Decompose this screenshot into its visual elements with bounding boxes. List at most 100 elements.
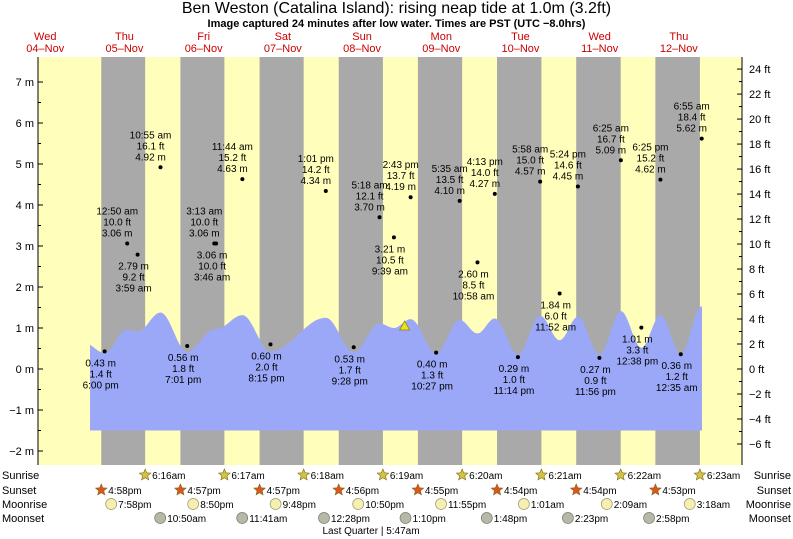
almanac-label-right: Moonset <box>749 513 791 525</box>
day-date: 08–Nov <box>343 43 381 55</box>
high-tide-ft: 15.2 ft <box>218 153 246 164</box>
right-tick-label: 10 ft <box>749 239 770 251</box>
day-date: 12–Nov <box>660 43 698 55</box>
low-tide-dot <box>351 345 356 350</box>
moonrise-time: 1:01am <box>531 500 564 511</box>
moonrise-icon <box>105 498 118 510</box>
high-tide-ft: 14.0 ft <box>471 168 499 179</box>
high-tide-time: 5:24 pm <box>550 150 586 161</box>
high-tide-dot <box>699 136 704 141</box>
sunrise-time: 6:18am <box>311 471 344 482</box>
low-tide-m: 3.21 m <box>375 244 406 255</box>
high-tide-m: 5.09 m <box>596 145 627 156</box>
high-tide-ft: 14.6 ft <box>554 161 582 172</box>
low-tide-ft: 1.3 ft <box>421 371 443 382</box>
right-tick-label: 16 ft <box>749 164 770 176</box>
left-tick-label: −2 m <box>9 446 34 458</box>
sunset-icon <box>173 483 187 496</box>
sunset-icon <box>94 483 108 496</box>
day-date: 09–Nov <box>422 43 460 55</box>
day-date: 04–Nov <box>26 43 64 55</box>
day-date: 11–Nov <box>581 43 619 55</box>
high-tide-dot <box>457 198 462 203</box>
low-tide-time: 10:27 pm <box>411 382 453 393</box>
right-tick-label: 0 ft <box>749 364 764 376</box>
day-name: Sun <box>352 31 372 43</box>
right-tick-label: 18 ft <box>749 139 770 151</box>
day-date: 05–Nov <box>105 43 143 55</box>
high-tide-ft: 13.5 ft <box>436 175 464 186</box>
right-tick-label: 14 ft <box>749 189 770 201</box>
day-name: Wed <box>588 31 610 43</box>
sunrise-icon <box>376 468 390 481</box>
sunset-time: 4:55pm <box>425 486 458 497</box>
moon-phase-label: Last Quarter | 5:47am <box>322 526 419 537</box>
moonset-icon <box>643 512 655 524</box>
high-tide-dot <box>323 189 328 194</box>
right-tick-label: −6 ft <box>749 439 771 451</box>
almanac-label-right: Moonrise <box>746 499 791 511</box>
high-tide-time: 6:25 pm <box>632 143 668 154</box>
low-tide-time: 6:00 pm <box>83 380 119 391</box>
sunset-icon <box>253 483 267 496</box>
left-tick-label: −1 m <box>9 405 34 417</box>
moonset-time: 2:23pm <box>575 514 608 525</box>
high-tide-m: 3.06 m <box>189 229 220 240</box>
high-tide-time: 6:55 am <box>674 102 710 113</box>
sunrise-icon <box>217 468 231 481</box>
high-tide-time: 1:01 pm <box>298 154 334 165</box>
high-tide-ft: 16.7 ft <box>597 134 625 145</box>
high-tide-ft: 16.1 ft <box>137 141 165 152</box>
low-tide-dot <box>515 355 520 360</box>
right-tick-label: 2 ft <box>749 339 764 351</box>
sunrise-time: 6:19am <box>390 471 423 482</box>
left-tick-label: 7 m <box>16 77 34 89</box>
low-tide-time: 12:35 am <box>656 383 698 394</box>
low-tide-m: 1.84 m <box>540 301 571 312</box>
sunset-time: 4:54pm <box>583 486 616 497</box>
day-date: 07–Nov <box>264 43 302 55</box>
low-tide-dot <box>185 344 190 349</box>
low-tide-time: 9:28 pm <box>332 376 368 387</box>
right-tick-label: 4 ft <box>749 314 764 326</box>
high-tide-ft: 10.0 ft <box>103 218 131 229</box>
tide-area-fill <box>90 306 702 431</box>
low-tide-dot <box>268 342 273 347</box>
moonrise-time: 2:09am <box>614 500 647 511</box>
low-tide-ft: 1.8 ft <box>172 364 194 375</box>
moonrise-icon <box>683 498 696 510</box>
high-tide-ft: 10.0 ft <box>190 218 218 229</box>
moonset-icon <box>154 512 167 524</box>
right-tick-label: 20 ft <box>749 114 770 126</box>
left-tick-label: 5 m <box>16 159 34 171</box>
high-tide-m: 4.10 m <box>434 186 465 197</box>
low-tide-time: 3:46 am <box>194 273 230 284</box>
day-name: Sat <box>275 31 292 43</box>
high-tide-time: 5:18 am <box>351 180 387 191</box>
high-tide-m: 4.62 m <box>635 165 666 176</box>
sunrise-icon <box>297 468 311 481</box>
sunset-time: 4:56pm <box>346 486 379 497</box>
day-name: Mon <box>431 31 452 43</box>
high-tide-time: 12:50 am <box>96 207 138 218</box>
low-tide-m: 0.43 m <box>85 358 116 369</box>
almanac-label-right: Sunset <box>757 485 791 497</box>
low-tide-time: 11:52 am <box>535 323 576 334</box>
low-tide-time: 10:58 am <box>453 291 495 302</box>
moonrise-time: 11:55pm <box>448 500 486 511</box>
high-tide-dot <box>492 191 497 196</box>
low-tide-dot <box>214 241 219 246</box>
almanac-label-left: Sunrise <box>2 470 39 482</box>
high-tide-m: 4.92 m <box>135 152 166 163</box>
high-tide-dot <box>408 195 413 200</box>
high-tide-time: 3:13 am <box>186 207 222 218</box>
high-tide-time: 11:44 am <box>212 142 253 153</box>
low-tide-m: 3.06 m <box>197 251 228 262</box>
high-tide-dot <box>658 177 663 182</box>
day-date: 10–Nov <box>501 43 539 55</box>
axes: −2 m −1 m 0 m 1 m 2 m 3 m 4 m 5 m 6 m 7 m −6 ft −4 … <box>9 57 771 465</box>
sunset-icon <box>648 483 662 496</box>
low-tide-ft: 8.5 ft <box>462 280 484 291</box>
moonset-time: 1:10pm <box>413 514 446 525</box>
